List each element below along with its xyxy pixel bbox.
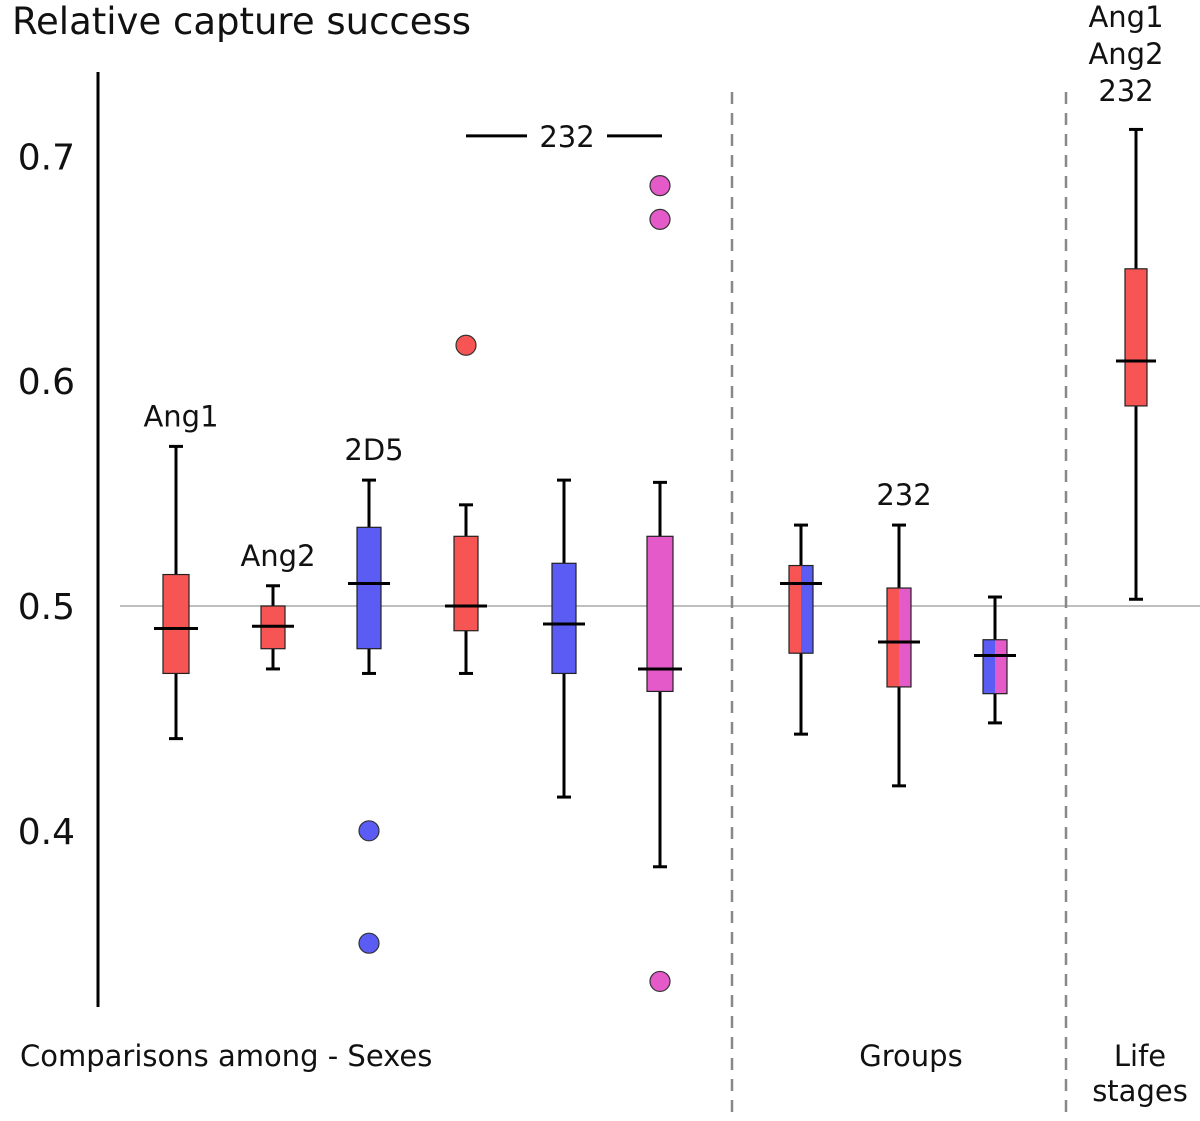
box-groups-3 <box>974 595 1016 725</box>
outlier-point <box>649 175 671 197</box>
box-label: Ang2 <box>240 539 315 573</box>
box-body <box>1124 268 1148 407</box>
box-labels: Ang1 Ang2 2D5 232 Ang1 Ang2 232 <box>143 0 1163 573</box>
box-body-left <box>887 588 899 687</box>
outlier-point <box>649 970 671 993</box>
section-label-life-stages: Life stages <box>1092 1039 1188 1108</box>
box-body <box>356 526 382 650</box>
section-label-sexes: Comparisons among - Sexes <box>20 1039 432 1073</box>
box-groups-1 <box>780 523 822 736</box>
chart-title: Relative capture success <box>12 0 471 43</box>
box-groups-2 <box>878 523 920 788</box>
box-life-1 <box>1116 127 1156 601</box>
y-tick-label: 0.6 <box>18 362 75 403</box>
outlier-point <box>358 820 380 842</box>
box-body-left <box>789 565 801 654</box>
box-outline <box>886 587 912 688</box>
significance-bracket: 232 <box>466 120 662 154</box>
box-sexes-1 <box>154 444 198 741</box>
y-tick-labels: 0.4 0.5 0.6 0.7 <box>18 137 75 852</box>
box-body <box>453 535 479 632</box>
box-label: Ang1 <box>143 399 218 433</box>
box-sexes-4 <box>445 334 487 675</box>
box-body <box>162 573 190 675</box>
box-outline <box>788 564 814 654</box>
box-body-right <box>899 588 911 687</box>
box-sexes-6 <box>638 175 682 993</box>
box-sexes-3 <box>348 478 390 954</box>
outlier-point <box>649 208 671 230</box>
box-label: 2D5 <box>344 433 403 467</box>
box-body-right <box>801 565 813 654</box>
y-tick-label: 0.7 <box>18 137 75 178</box>
outlier-point <box>358 932 380 954</box>
section-label-groups: Groups <box>859 1039 962 1073</box>
box-body <box>551 562 577 675</box>
box-label-stack: Ang1 Ang2 232 <box>1088 0 1163 108</box>
box-outline <box>982 639 1008 695</box>
box-sexes-5 <box>543 478 585 799</box>
box-body-right <box>995 639 1007 694</box>
box-body-left <box>983 639 995 694</box>
box-sexes-2 <box>252 584 294 671</box>
y-tick-label: 0.4 <box>18 812 75 853</box>
box-layer <box>154 127 1156 993</box>
box-body <box>646 535 674 693</box>
bracket-label: 232 <box>539 120 594 154</box>
y-tick-label: 0.5 <box>18 587 75 628</box>
outlier-point <box>455 334 477 356</box>
box-label: 232 <box>876 478 931 512</box>
